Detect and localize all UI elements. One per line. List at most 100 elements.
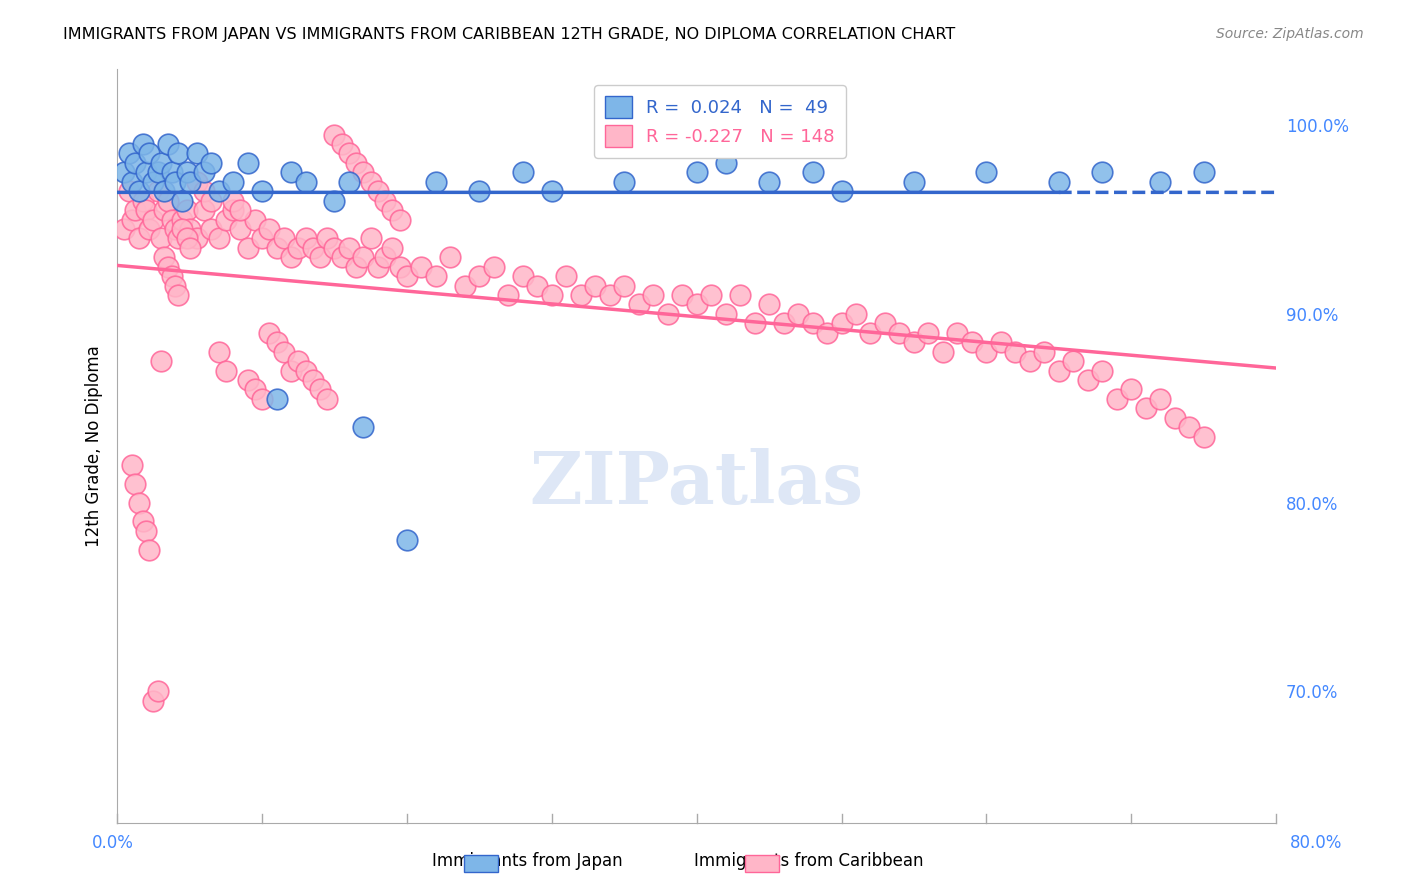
Text: ZIPatlas: ZIPatlas: [530, 449, 863, 519]
Point: [135, 165, 157, 179]
Point: [801, 165, 824, 179]
Point: [583, 278, 606, 293]
Point: [132, 515, 155, 529]
Point: [250, 392, 273, 406]
Point: [374, 250, 396, 264]
Point: [360, 175, 382, 189]
Point: [229, 203, 252, 218]
Point: [316, 231, 339, 245]
Point: [287, 354, 309, 368]
Text: 0.0%: 0.0%: [91, 834, 134, 852]
Point: [526, 278, 548, 293]
Point: [714, 156, 737, 170]
Point: [118, 146, 141, 161]
Point: [381, 241, 404, 255]
Point: [132, 136, 155, 151]
Point: [229, 222, 252, 236]
Point: [316, 392, 339, 406]
Point: [138, 542, 160, 557]
Point: [353, 250, 375, 264]
Point: [411, 260, 433, 274]
Point: [801, 316, 824, 330]
Point: [831, 184, 853, 198]
Point: [179, 222, 201, 236]
Point: [613, 278, 636, 293]
Point: [186, 231, 208, 245]
Point: [976, 344, 998, 359]
Point: [135, 203, 157, 218]
Point: [243, 212, 266, 227]
Text: Immigrants from Caribbean: Immigrants from Caribbean: [693, 852, 924, 870]
Point: [1149, 392, 1171, 406]
Point: [337, 241, 360, 255]
Point: [243, 383, 266, 397]
Point: [200, 194, 222, 208]
Point: [176, 165, 198, 179]
Point: [236, 241, 259, 255]
Point: [280, 165, 302, 179]
Point: [215, 212, 238, 227]
Point: [142, 694, 165, 708]
Point: [353, 165, 375, 179]
Point: [172, 194, 194, 208]
Point: [388, 212, 411, 227]
Point: [167, 231, 190, 245]
Point: [179, 241, 201, 255]
Point: [569, 288, 592, 302]
Point: [165, 278, 187, 293]
Point: [266, 392, 288, 406]
Text: 80.0%: 80.0%: [1291, 834, 1343, 852]
Point: [287, 241, 309, 255]
Point: [114, 222, 136, 236]
Point: [236, 373, 259, 387]
Point: [152, 203, 174, 218]
Point: [685, 165, 707, 179]
Point: [758, 175, 780, 189]
Point: [330, 250, 353, 264]
Point: [1033, 344, 1056, 359]
Point: [685, 297, 707, 311]
Point: [273, 231, 295, 245]
Point: [960, 335, 983, 350]
Point: [787, 307, 810, 321]
Point: [903, 175, 925, 189]
Point: [439, 250, 461, 264]
Text: Source: ZipAtlas.com: Source: ZipAtlas.com: [1216, 27, 1364, 41]
Point: [388, 260, 411, 274]
Point: [337, 146, 360, 161]
Point: [146, 165, 169, 179]
Point: [323, 241, 346, 255]
Point: [176, 231, 198, 245]
Point: [337, 175, 360, 189]
Point: [165, 175, 187, 189]
Point: [273, 344, 295, 359]
Point: [121, 175, 143, 189]
Point: [167, 146, 190, 161]
Point: [1047, 363, 1070, 377]
Point: [468, 184, 491, 198]
Point: [990, 335, 1012, 350]
Point: [1121, 383, 1143, 397]
Point: [207, 344, 229, 359]
Point: [1105, 392, 1128, 406]
Point: [360, 231, 382, 245]
Point: [156, 136, 179, 151]
Point: [236, 156, 259, 170]
Point: [932, 344, 955, 359]
Point: [873, 316, 896, 330]
Point: [395, 533, 418, 548]
Point: [266, 335, 288, 350]
Point: [1091, 363, 1114, 377]
Point: [946, 326, 969, 340]
Point: [831, 316, 853, 330]
Point: [165, 222, 187, 236]
Point: [498, 288, 520, 302]
Point: [132, 194, 155, 208]
Point: [222, 194, 245, 208]
Point: [381, 203, 404, 218]
Point: [344, 260, 367, 274]
Point: [367, 260, 389, 274]
Point: [845, 307, 868, 321]
Point: [118, 184, 141, 198]
Point: [162, 269, 184, 284]
